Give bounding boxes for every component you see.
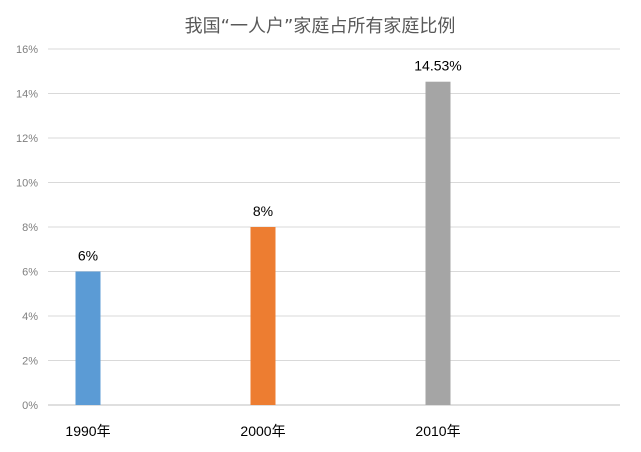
bars [75,81,451,406]
data-label: 6% [78,248,98,264]
x-category-label: 1990年 [65,423,110,439]
x-axis-categories: 1990年 2000年 2010年 [65,423,460,439]
data-label: 8% [253,203,273,219]
data-labels: 6% 8% 14.53% [78,58,462,264]
y-tick-label: 8% [22,222,38,234]
y-tick-label: 4% [22,311,38,323]
y-tick-label: 0% [22,400,38,412]
y-axis-ticks: 0% 2% 4% 6% 8% 10% 12% 14% 16% [16,44,38,412]
bar [250,227,276,405]
bar [75,271,101,405]
y-tick-label: 14% [16,89,38,101]
y-tick-label: 10% [16,178,38,190]
bar [425,81,451,406]
grid-lines [48,48,620,406]
x-category-label: 2010年 [415,423,460,439]
y-tick-label: 16% [16,44,38,56]
y-tick-label: 12% [16,133,38,145]
y-tick-label: 6% [22,267,38,279]
y-tick-label: 2% [22,356,38,368]
data-label: 14.53% [414,58,461,74]
x-category-label: 2000年 [240,423,285,439]
chart-title: 我国“一人户”家庭占所有家庭比例 [185,16,456,37]
